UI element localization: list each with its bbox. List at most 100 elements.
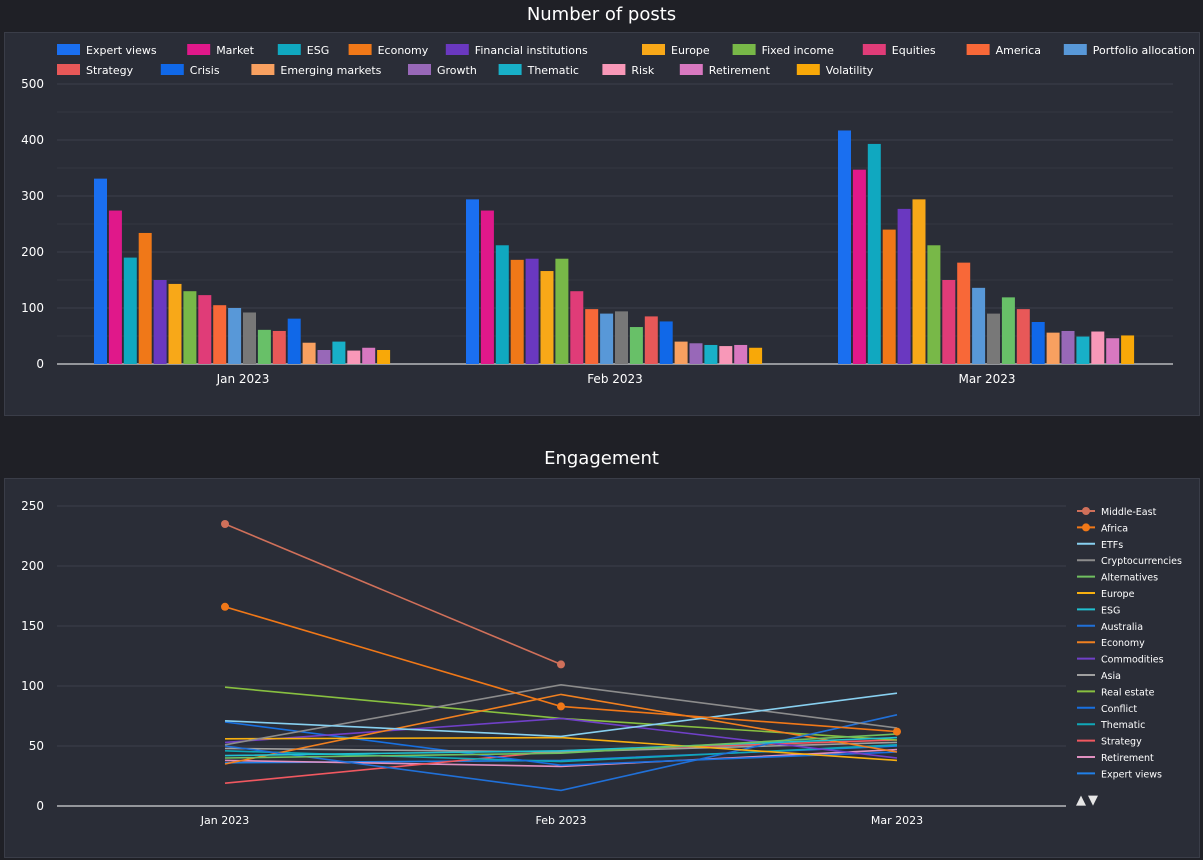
bar-strategy-jan-2023 xyxy=(272,330,286,364)
bar-equities-jan-2023 xyxy=(198,295,212,364)
legend-label: Growth xyxy=(437,64,477,77)
y-tick-label: 500 xyxy=(21,77,44,91)
posts-bar-chart: Expert views Market ESG Economy Financial in… xyxy=(21,44,1195,386)
bar-america-feb-2023 xyxy=(585,309,599,364)
engagement-chart-title: Engagement xyxy=(544,448,659,469)
legend-item-esg[interactable]: ESG xyxy=(277,44,329,57)
legend-label: Emerging markets xyxy=(280,64,381,77)
legend-label: Retirement xyxy=(709,64,771,77)
y-tick-label: 0 xyxy=(36,357,44,371)
bar-crisis-mar-2023 xyxy=(1031,322,1045,364)
legend-item-thematic[interactable]: Thematic xyxy=(498,64,579,77)
legend-item-expert-views[interactable]: Expert views xyxy=(57,44,157,57)
legend-label: Expert views xyxy=(86,44,157,57)
legend-swatch xyxy=(498,64,522,75)
bar-esg-feb-2023 xyxy=(495,245,509,364)
legend-swatch xyxy=(862,44,886,55)
bar-portfolio-allocation-jan-2023 xyxy=(228,308,242,364)
legend-swatch xyxy=(408,64,431,75)
legend-item-economy[interactable]: Economy xyxy=(348,44,429,57)
x-tick-label: Feb 2023 xyxy=(587,372,643,386)
legend-item-growth[interactable]: Growth xyxy=(408,64,477,77)
legend-label: Financial institutions xyxy=(475,44,588,57)
legend-item-strategy[interactable]: Strategy xyxy=(57,64,134,77)
bar-growth-feb-2023 xyxy=(689,343,703,364)
legend-item-market[interactable]: Market xyxy=(187,44,255,57)
legend-swatch xyxy=(160,64,184,75)
bar-politics-jan-2023 xyxy=(257,329,271,364)
bar-economy-feb-2023 xyxy=(510,259,524,364)
bar-america-jan-2023 xyxy=(213,305,227,364)
legend-swatch xyxy=(187,44,211,55)
bar-market-mar-2023 xyxy=(852,169,866,364)
x-tick-label: Jan 2023 xyxy=(216,372,270,386)
bar-crisis-jan-2023 xyxy=(287,318,301,364)
legend-label: Thematic xyxy=(527,64,579,77)
legend-swatch xyxy=(57,44,80,55)
legend-swatch xyxy=(251,64,275,75)
legend-label: Strategy xyxy=(86,64,134,77)
bar-financial-institutions-mar-2023 xyxy=(897,208,911,364)
legend-item-equities[interactable]: Equities xyxy=(862,44,936,57)
bar-retirement-jan-2023 xyxy=(362,347,376,364)
legend-item-europe[interactable]: Europe xyxy=(642,44,710,57)
legend-swatch xyxy=(445,44,469,55)
legend-pager-arrows[interactable]: ▲▼ xyxy=(1076,793,1100,808)
legend-label: Portfolio allocation xyxy=(1093,44,1195,57)
bar-emerging-markets-feb-2023 xyxy=(674,341,688,364)
bar-portfolio-allocation-mar-2023 xyxy=(972,287,986,364)
bar-thematic-feb-2023 xyxy=(704,344,718,364)
bar-economy-mar-2023 xyxy=(882,229,896,364)
legend-swatch xyxy=(732,44,756,55)
legend-swatch xyxy=(642,44,665,55)
bar-portfolio-allocation-feb-2023 xyxy=(600,313,614,364)
legend-item-america[interactable]: America xyxy=(966,44,1041,57)
legend-label: Volatility xyxy=(826,64,874,77)
bar-asia-feb-2023 xyxy=(615,311,628,364)
bar-expert-views-mar-2023 xyxy=(838,130,851,364)
legend-item-risk[interactable]: Risk xyxy=(602,64,655,77)
legend-swatch xyxy=(796,64,820,75)
y-tick-label: 200 xyxy=(21,245,44,259)
bar-asia-mar-2023 xyxy=(987,313,1000,364)
legend-label: Equities xyxy=(892,44,936,57)
legend-item-volatility[interactable]: Volatility xyxy=(796,64,874,77)
legend-swatch xyxy=(277,44,301,55)
bar-equities-feb-2023 xyxy=(570,291,584,364)
legend-label: Europe xyxy=(671,44,710,57)
bar-risk-feb-2023 xyxy=(719,346,733,364)
bar-europe-feb-2023 xyxy=(540,271,554,364)
bar-economy-jan-2023 xyxy=(138,232,152,364)
legend-label: Economy xyxy=(378,44,429,57)
legend-swatch xyxy=(679,64,703,75)
legend-swatch xyxy=(57,64,80,75)
bar-strategy-mar-2023 xyxy=(1016,309,1030,364)
bar-esg-jan-2023 xyxy=(123,257,137,364)
legend-label: Fixed income xyxy=(762,44,835,57)
bar-europe-jan-2023 xyxy=(168,283,182,364)
legend-item-emerging-markets[interactable]: Emerging markets xyxy=(251,64,382,77)
legend-label: Market xyxy=(216,44,254,57)
bar-emerging-markets-mar-2023 xyxy=(1046,332,1060,364)
engagement-chart-panel xyxy=(4,478,1200,858)
bar-strategy-feb-2023 xyxy=(644,316,658,364)
bar-retirement-mar-2023 xyxy=(1106,338,1120,364)
bar-expert-views-feb-2023 xyxy=(466,199,479,364)
bar-financial-institutions-jan-2023 xyxy=(153,280,167,364)
bar-emerging-markets-jan-2023 xyxy=(302,342,316,364)
legend-label: ESG xyxy=(307,44,329,57)
bar-volatility-mar-2023 xyxy=(1121,335,1135,364)
legend-item-fixed-income[interactable]: Fixed income xyxy=(732,44,835,57)
bar-market-feb-2023 xyxy=(480,210,494,364)
legend-label: America xyxy=(996,44,1041,57)
legend-item-financial-institutions[interactable]: Financial institutions xyxy=(445,44,588,57)
bar-fixed-income-feb-2023 xyxy=(555,258,569,364)
legend-item-crisis[interactable]: Crisis xyxy=(160,64,220,77)
bar-volatility-jan-2023 xyxy=(377,350,391,364)
legend-item-retirement[interactable]: Retirement xyxy=(679,64,771,77)
legend-label: Crisis xyxy=(190,64,220,77)
y-tick-label: 100 xyxy=(21,301,44,315)
legend-swatch xyxy=(966,44,990,55)
legend-item-portfolio-allocation[interactable]: Portfolio allocation xyxy=(1063,44,1195,57)
bar-esg-mar-2023 xyxy=(867,143,881,364)
